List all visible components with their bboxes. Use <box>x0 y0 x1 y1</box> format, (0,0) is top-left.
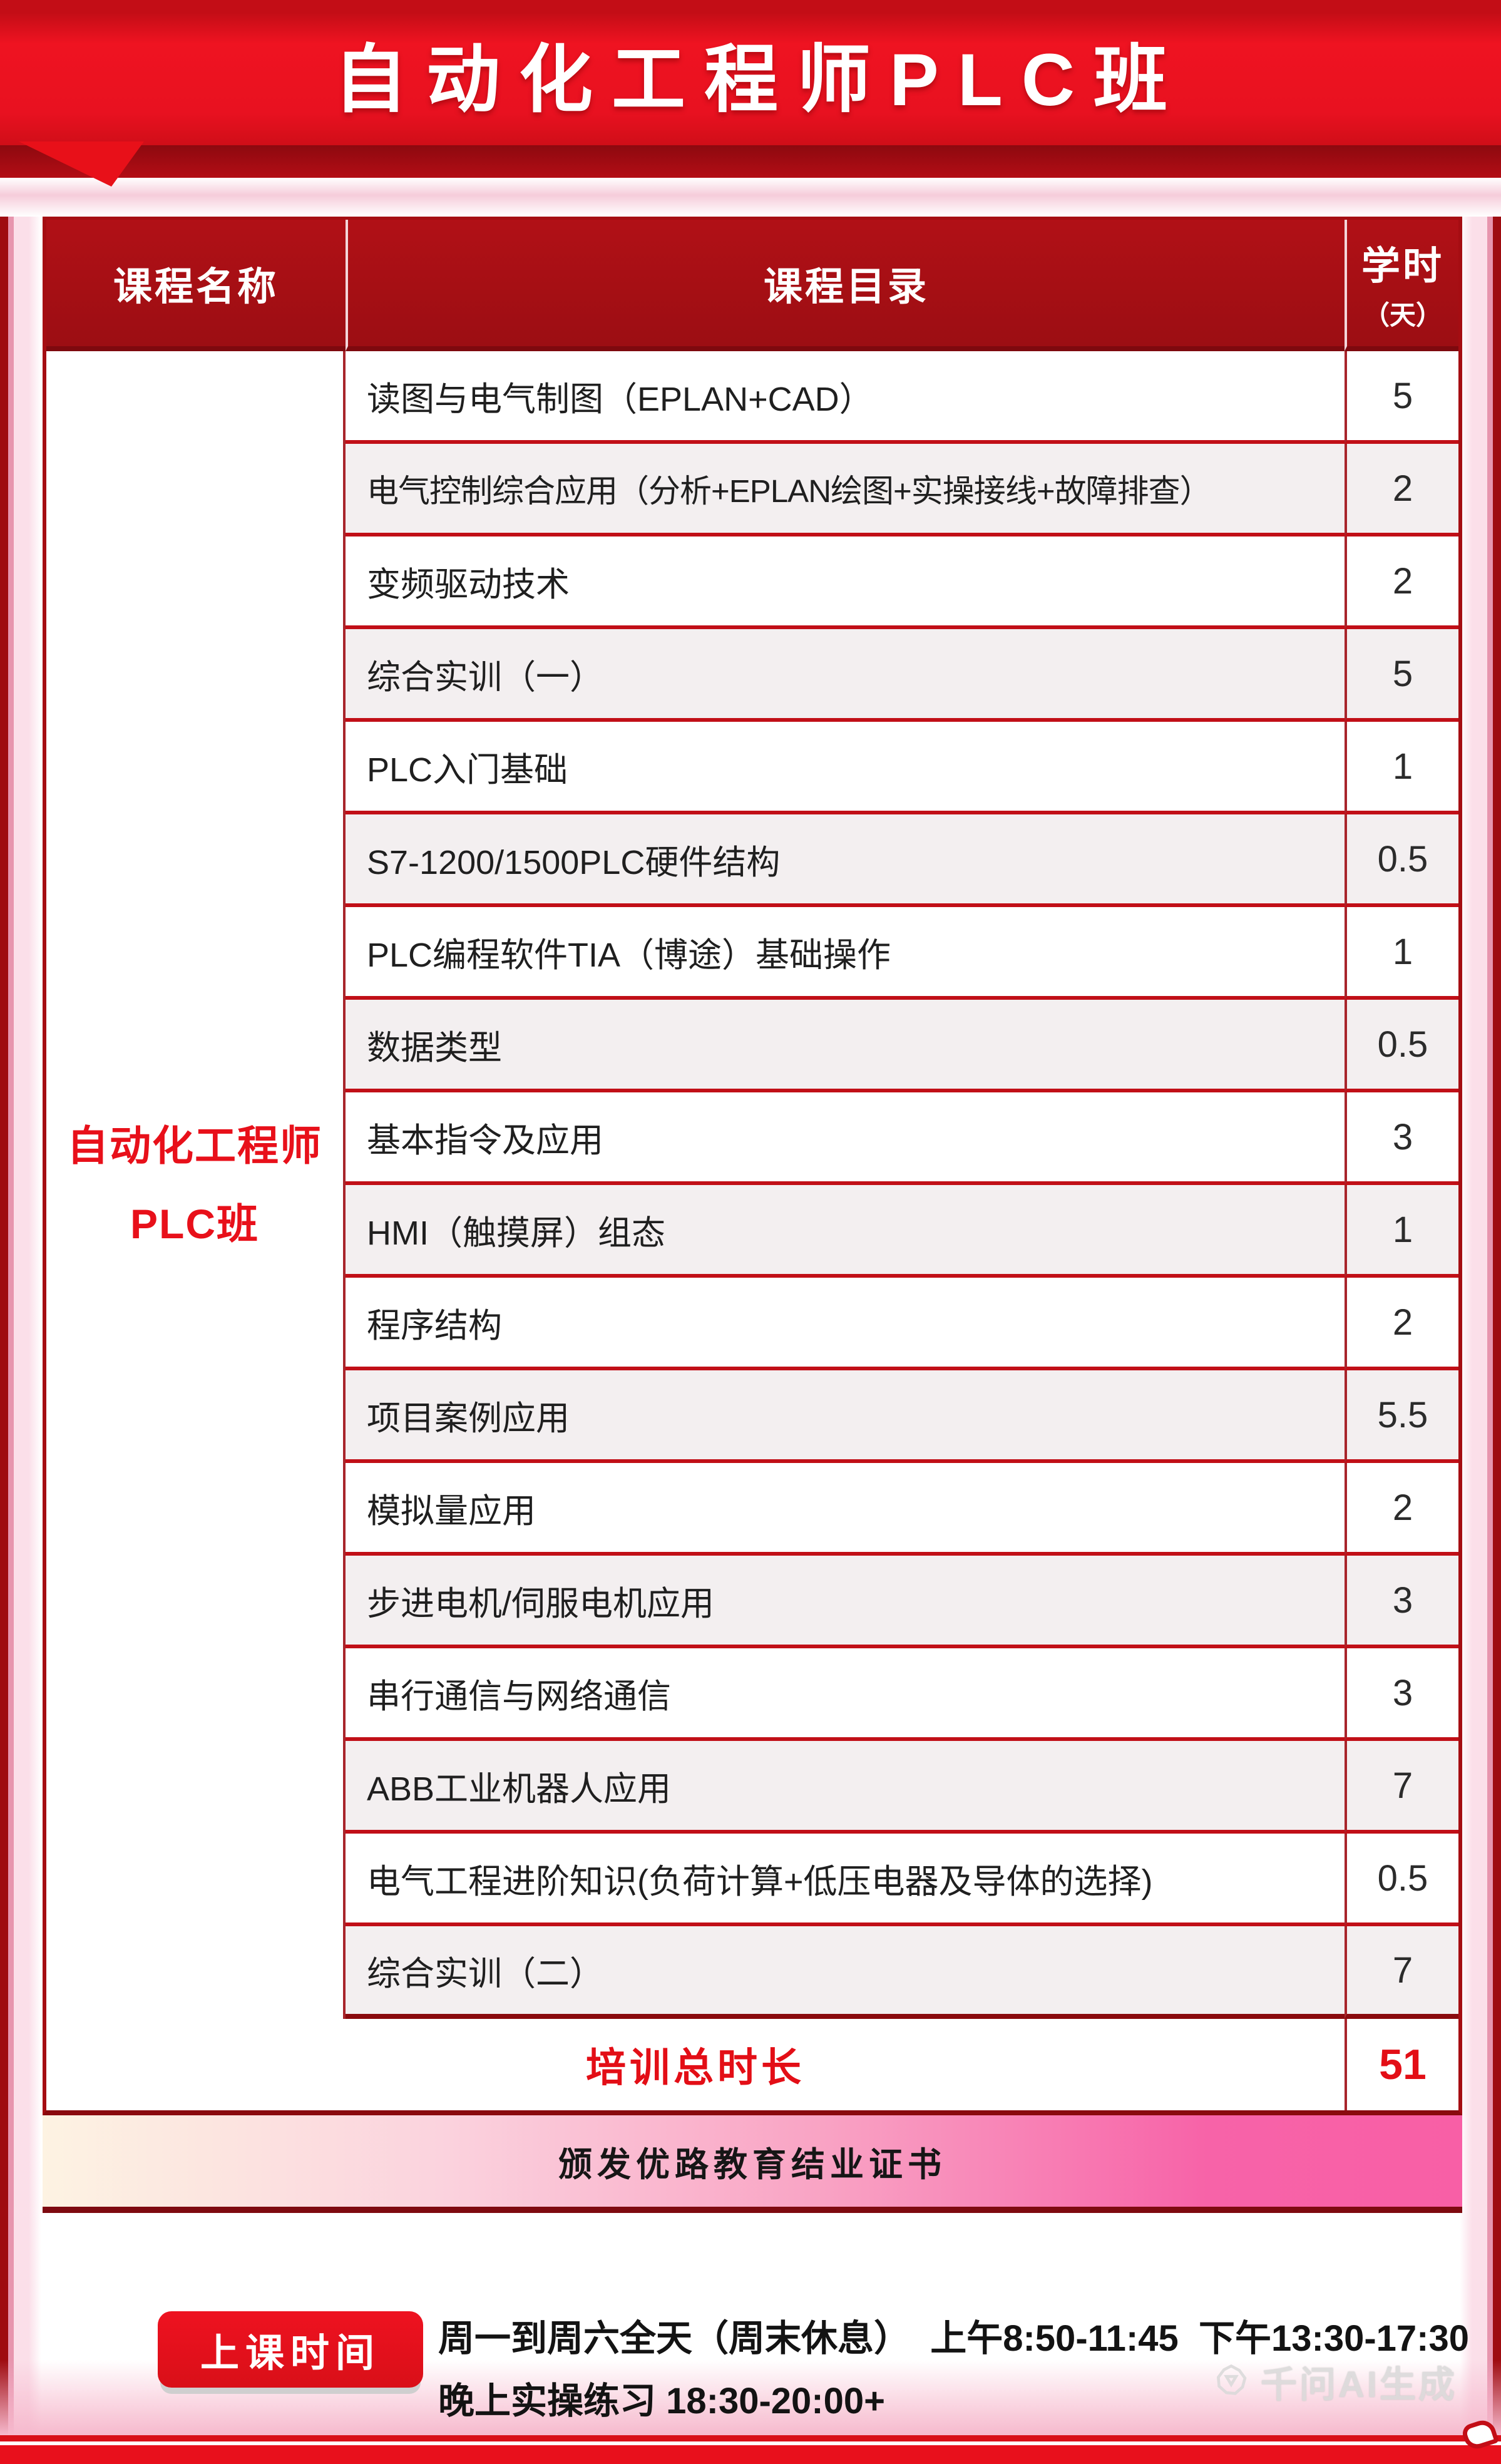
page-right-edge <box>1460 0 1501 2464</box>
table-row-days: 5 <box>1345 629 1458 722</box>
header-course-name-label: 课程名称 <box>113 265 279 309</box>
table-row-days: 2 <box>1345 1463 1458 1556</box>
header-hours: 学时 （天） <box>1345 220 1458 351</box>
table-row-topic: HMI（触摸屏）组态 <box>346 1185 1345 1278</box>
table-row-topic: 电气工程进阶知识(负荷计算+低压电器及导体的选择) <box>346 1834 1345 1926</box>
table-row-topic: 模拟量应用 <box>346 1463 1345 1556</box>
watermark-logo-icon <box>1212 2362 1251 2401</box>
page-left-edge <box>0 0 41 2464</box>
table-row-days: 5 <box>1345 351 1458 444</box>
bottom-red-bar <box>0 2435 1501 2464</box>
table-row-days: 3 <box>1345 1092 1458 1185</box>
table-row-topic: PLC编程软件TIA（博途）基础操作 <box>346 907 1345 1000</box>
table-row-days: 1 <box>1345 907 1458 1000</box>
table-row-days: 0.5 <box>1345 814 1458 907</box>
total-duration-label: 培训总时长 <box>586 2045 805 2090</box>
table-row-days: 0.5 <box>1345 1000 1458 1092</box>
page-title: 自动化工程师PLC班 <box>333 38 1186 121</box>
table-row-topic: 读图与电气制图（EPLAN+CAD） <box>346 351 1345 444</box>
table-row-topic: 数据类型 <box>346 1000 1345 1092</box>
table-row-days: 2 <box>1345 536 1458 629</box>
table-row-topic: 综合实训（二） <box>346 1926 1345 2019</box>
table-row-days: 1 <box>1345 1185 1458 1278</box>
table-row-topic: 综合实训（一） <box>346 629 1345 722</box>
table-row-days: 3 <box>1345 1648 1458 1741</box>
table-row-days: 7 <box>1345 1926 1458 2019</box>
header-hours-unit: （天） <box>1363 300 1442 330</box>
header-catalog-label: 课程目录 <box>763 265 929 309</box>
watermark: 千问AI生成 <box>1212 2355 1457 2408</box>
table-row-topic: 变频驱动技术 <box>346 536 1345 629</box>
banner-glow-band <box>0 178 1501 217</box>
header-catalog: 课程目录 <box>346 220 1345 351</box>
table-row-topic: ABB工业机器人应用 <box>346 1741 1345 1834</box>
table-row-topic: PLC入门基础 <box>346 722 1345 814</box>
table-row-topic: 串行通信与网络通信 <box>346 1648 1345 1741</box>
table-row-topic: S7-1200/1500PLC硬件结构 <box>346 814 1345 907</box>
course-name-line2: PLC班 <box>130 1201 259 1247</box>
title-banner: 自动化工程师PLC班 <box>0 0 1501 145</box>
certificate-text: 颁发优路教育结业证书 <box>558 2145 946 2184</box>
table-row-topic: 基本指令及应用 <box>346 1092 1345 1185</box>
class-time-badge-label: 上课时间 <box>200 2332 381 2375</box>
table-row-topic: 步进电机/伺服电机应用 <box>346 1556 1345 1648</box>
table-row-days: 5.5 <box>1345 1370 1458 1463</box>
table-row-days: 0.5 <box>1345 1834 1458 1926</box>
banner-shadow-band <box>0 145 1501 178</box>
course-table: 课程名称 课程目录 学时 （天） 自动化工程师 PLC班 读图与电气制图（EPL… <box>43 216 1462 2115</box>
course-name-cell: 自动化工程师 PLC班 <box>46 351 346 2019</box>
header-course-name: 课程名称 <box>46 220 346 351</box>
watermark-text: 千问AI生成 <box>1260 2364 1457 2405</box>
total-duration-value: 51 <box>1345 2019 1458 2110</box>
schedule-line-1: 周一到周六全天（周末休息） 上午8:50-11:45 下午13:30-17:30 <box>438 2318 1469 2359</box>
table-row-days: 7 <box>1345 1741 1458 1834</box>
class-time-badge: 上课时间 <box>158 2311 423 2388</box>
table-row-topic: 项目案例应用 <box>346 1370 1345 1463</box>
course-name-line1: 自动化工程师 <box>67 1122 322 1169</box>
certificate-banner: 颁发优路教育结业证书 <box>43 2115 1462 2213</box>
table-row-topic: 程序结构 <box>346 1278 1345 1370</box>
total-duration-row: 培训总时长 <box>46 2019 1345 2110</box>
schedule-line-2: 晚上实操练习 18:30-20:00+ <box>438 2381 885 2421</box>
table-row-days: 2 <box>1345 444 1458 536</box>
table-row-days: 1 <box>1345 722 1458 814</box>
table-row-days: 2 <box>1345 1278 1458 1370</box>
table-row-days: 3 <box>1345 1556 1458 1648</box>
header-hours-label: 学时 <box>1361 244 1444 288</box>
table-row-topic: 电气控制综合应用（分析+EPLAN绘图+实操接线+故障排查） <box>346 444 1345 536</box>
